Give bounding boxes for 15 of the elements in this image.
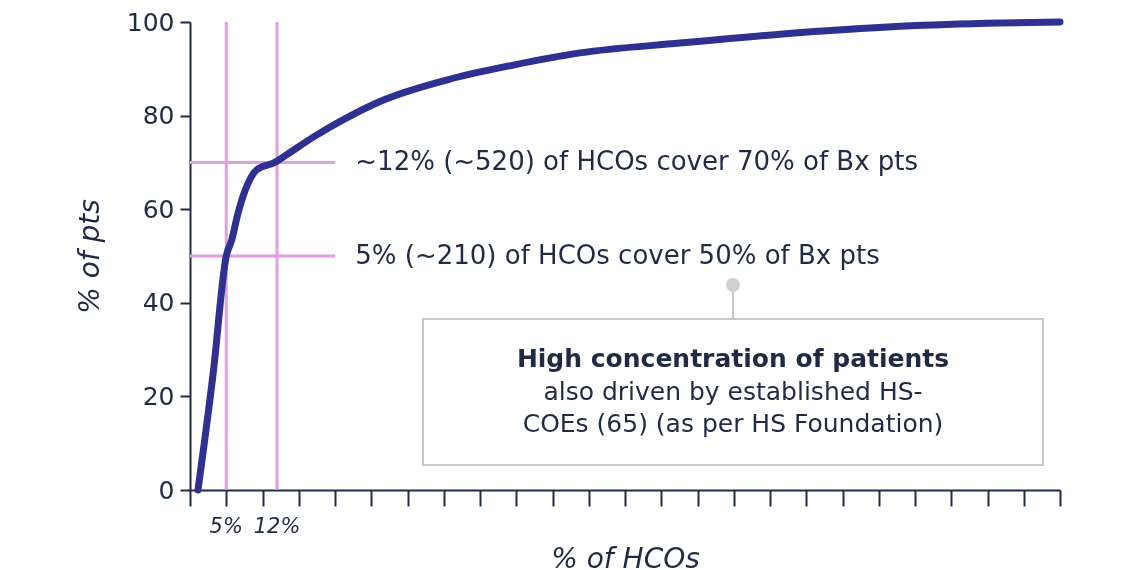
y-tick-label: 100 xyxy=(126,7,175,37)
y-tick-label: 80 xyxy=(142,101,175,131)
x-axis-title: % of HCOs xyxy=(551,541,700,570)
y-axis-title: % of pts xyxy=(72,199,106,314)
ref-line-label: 12% xyxy=(253,514,301,538)
y-tick-label: 60 xyxy=(142,194,175,224)
ref-line-label: 5% xyxy=(209,514,243,538)
callout-box: High concentration of patients also driven by established HS- COEs (65) (as per HS Foundation) xyxy=(422,318,1044,466)
ref-line-label: ~12% (~520) of HCOs cover 70% of Bx pts xyxy=(355,146,919,177)
annotation: High concentration of patients xyxy=(515,343,951,376)
annotation: also driven by established HS- COEs (65) (as per HS Foundation) xyxy=(521,375,945,441)
y-tick-label: 20 xyxy=(142,381,175,411)
y-tick-label: 0 xyxy=(158,475,175,505)
ref-line-label: 5% (~210) of HCOs cover 50% of Bx pts xyxy=(355,240,880,270)
y-tick-label: 40 xyxy=(142,288,175,318)
